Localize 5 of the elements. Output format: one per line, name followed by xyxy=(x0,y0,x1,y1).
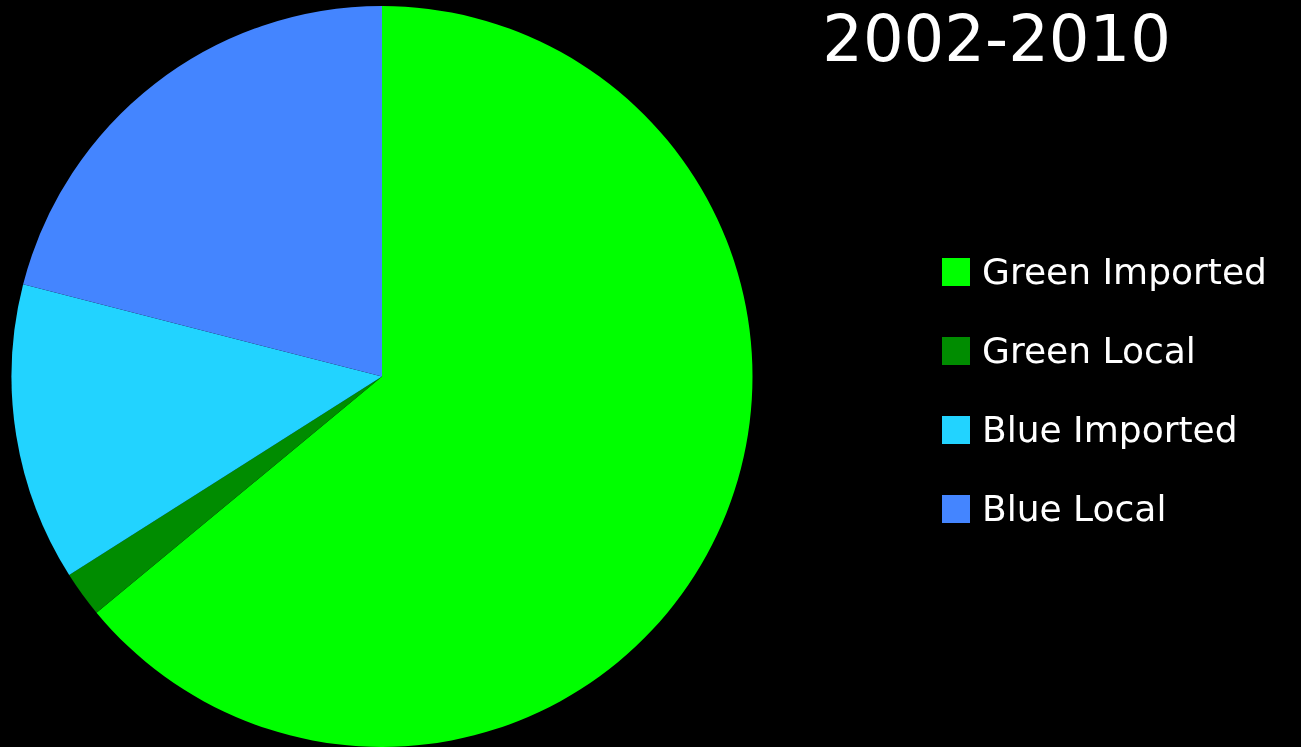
legend-label: Green Imported xyxy=(982,251,1267,292)
legend-label: Blue Local xyxy=(982,488,1167,529)
legend-label: Green Local xyxy=(982,330,1196,371)
chart-title: 2002-2010 xyxy=(822,2,1171,76)
legend-label: Blue Imported xyxy=(982,409,1238,450)
